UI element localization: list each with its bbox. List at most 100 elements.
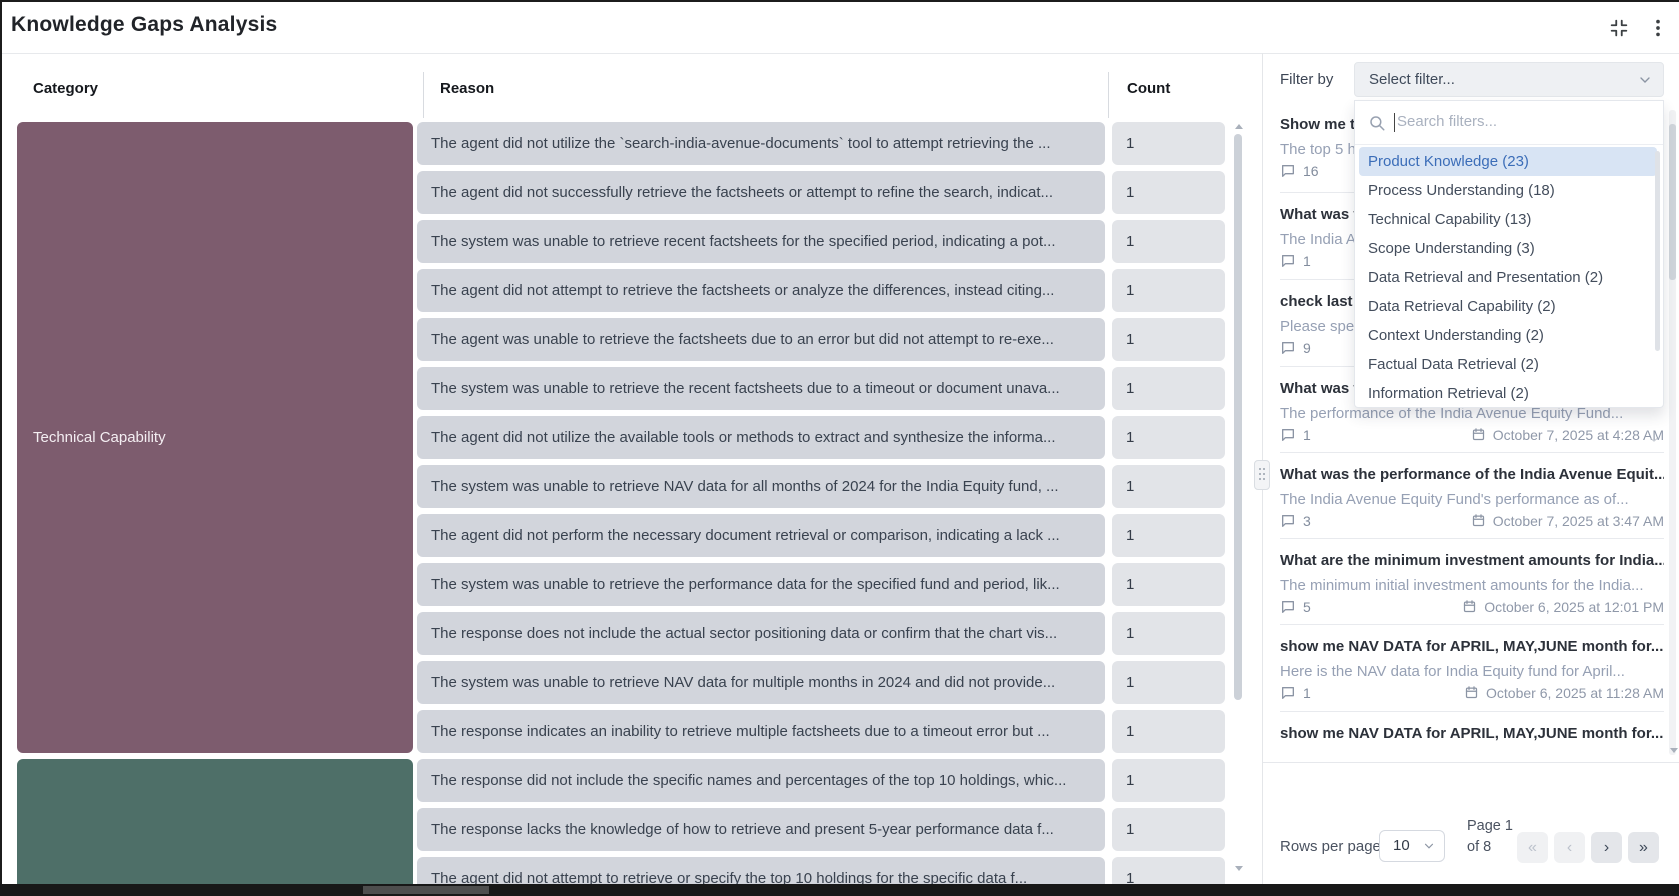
panel-resize-handle[interactable] <box>1254 460 1270 490</box>
count-cell[interactable]: 1 <box>1112 514 1225 557</box>
horizontal-scrollbar[interactable] <box>0 884 1679 896</box>
item-subtitle: Here is the NAV data for India Equity fu… <box>1280 663 1625 680</box>
list-item[interactable]: What was the performance of the India Av… <box>1280 460 1664 539</box>
search-icon <box>1368 114 1386 132</box>
category-cell[interactable] <box>17 759 413 896</box>
count-cell[interactable]: 1 <box>1112 661 1225 704</box>
filter-option[interactable]: Factual Data Retrieval (2) <box>1368 356 1539 373</box>
filter-option[interactable]: Information Retrieval (2) <box>1368 385 1529 402</box>
filter-option[interactable]: Technical Capability (13) <box>1368 211 1532 228</box>
category-cell[interactable]: Technical Capability <box>17 122 413 753</box>
item-title: What was t <box>1280 206 1359 223</box>
count-cell[interactable]: 1 <box>1112 759 1225 802</box>
count-cell[interactable]: 1 <box>1112 416 1225 459</box>
count-cell[interactable]: 1 <box>1112 122 1225 165</box>
chevron-down-icon <box>1422 839 1436 858</box>
list-item[interactable]: What are the minimum investment amounts … <box>1280 546 1664 625</box>
filter-option[interactable]: Context Understanding (2) <box>1368 327 1544 344</box>
filter-option[interactable]: Data Retrieval and Presentation (2) <box>1368 269 1604 286</box>
list-item[interactable]: show me NAV DATA for APRIL, MAY,JUNE mon… <box>1280 719 1664 762</box>
item-meta: 1 <box>1280 253 1664 273</box>
count-cell[interactable]: 1 <box>1112 318 1225 361</box>
column-divider <box>1108 72 1109 118</box>
window-left-edge <box>0 0 2 884</box>
reason-cell[interactable]: The agent did not attempt to retrieve th… <box>417 269 1105 312</box>
sidebar-scrollbar-thumb[interactable] <box>1669 124 1676 280</box>
reason-cell[interactable]: The response lacks the knowledge of how … <box>417 808 1105 851</box>
reason-cell[interactable]: The system was unable to retrieve NAV da… <box>417 661 1105 704</box>
count-cell[interactable]: 1 <box>1112 808 1225 851</box>
item-date: October 7, 2025 at 4:28 AM <box>1492 427 1664 443</box>
count-cell[interactable]: 1 <box>1112 710 1225 753</box>
dropdown-scrollbar-thumb[interactable] <box>1655 151 1660 351</box>
calendar-icon <box>1462 599 1478 615</box>
reason-cell[interactable]: The system was unable to retrieve recent… <box>417 220 1105 263</box>
comment-count: 1 <box>1303 685 1311 701</box>
horizontal-scrollbar-thumb[interactable] <box>363 886 489 894</box>
reason-cell[interactable]: The response indicates an inability to r… <box>417 710 1105 753</box>
filter-option[interactable]: Product Knowledge (23) <box>1359 147 1657 176</box>
comment-count: 5 <box>1303 599 1311 615</box>
reason-cell[interactable]: The system was unable to retrieve NAV da… <box>417 465 1105 508</box>
last-page-button[interactable]: » <box>1628 832 1659 863</box>
comment-count: 9 <box>1303 340 1311 356</box>
column-header-count: Count <box>1127 80 1171 97</box>
item-title: check last 3 <box>1280 293 1366 310</box>
reason-cell[interactable]: The response did not include the specifi… <box>417 759 1105 802</box>
sidebar-scrollbar[interactable] <box>1669 110 1676 755</box>
rows-per-page-label: Rows per page <box>1280 838 1381 855</box>
rows-per-page-value: 10 <box>1393 837 1410 854</box>
filter-select[interactable]: Select filter... <box>1354 62 1664 97</box>
item-title: show me NAV DATA for APRIL, MAY,JUNE mon… <box>1280 638 1664 655</box>
reason-cell[interactable]: The response does not include the actual… <box>417 612 1105 655</box>
category-label: Technical Capability <box>33 429 166 446</box>
filter-option[interactable]: Process Understanding (18) <box>1368 182 1555 199</box>
count-cell[interactable]: 1 <box>1112 367 1225 410</box>
item-meta: 16 <box>1280 163 1664 183</box>
search-placeholder: Search filters... <box>1397 113 1498 130</box>
count-cell[interactable]: 1 <box>1112 465 1225 508</box>
item-meta: 3 October 7, 2025 at 3:47 AM <box>1280 513 1664 533</box>
list-item[interactable]: What was t The performance of the India A… <box>1280 374 1664 453</box>
reason-cell[interactable]: The system was unable to retrieve the re… <box>417 367 1105 410</box>
page-indicator: Page 1 of 8 <box>1467 818 1513 855</box>
kebab-menu-icon[interactable] <box>1647 17 1671 41</box>
reason-cell[interactable]: The agent did not utilize the available … <box>417 416 1105 459</box>
next-page-button[interactable]: › <box>1591 832 1622 863</box>
pagination-bar <box>1263 762 1679 885</box>
count-cell[interactable]: 1 <box>1112 612 1225 655</box>
scroll-up-arrow-icon[interactable] <box>1235 124 1243 129</box>
reason-cell[interactable]: The agent did not utilize the `search-in… <box>417 122 1105 165</box>
sidebar-scroll-down-icon[interactable] <box>1670 748 1678 753</box>
scroll-down-arrow-icon[interactable] <box>1235 866 1243 871</box>
first-page-button: « <box>1517 832 1548 863</box>
comment-icon <box>1280 599 1296 615</box>
chevron-down-icon <box>1637 72 1653 93</box>
reason-cell[interactable]: The system was unable to retrieve the pe… <box>417 563 1105 606</box>
reason-cell[interactable]: The agent was unable to retrieve the fac… <box>417 318 1105 361</box>
table-scrollbar-thumb[interactable] <box>1234 134 1242 700</box>
filter-option[interactable]: Data Retrieval Capability (2) <box>1368 298 1556 315</box>
list-item[interactable]: show me NAV DATA for APRIL, MAY,JUNE mon… <box>1280 632 1664 712</box>
filter-option[interactable]: Scope Understanding (3) <box>1368 240 1535 257</box>
item-date: October 6, 2025 at 12:01 PM <box>1484 599 1664 615</box>
count-cell[interactable]: 1 <box>1112 269 1225 312</box>
reason-cell[interactable]: The agent did not successfully retrieve … <box>417 171 1105 214</box>
comment-icon <box>1280 253 1296 269</box>
column-divider <box>423 72 424 118</box>
count-cell[interactable]: 1 <box>1112 563 1225 606</box>
item-title: What was the performance of the India Av… <box>1280 466 1664 483</box>
rows-per-page-select[interactable]: 10 <box>1379 830 1445 862</box>
list-item[interactable]: What was t The India A 1 <box>1280 200 1664 280</box>
calendar-icon <box>1471 427 1487 443</box>
item-subtitle: Please spec <box>1280 318 1362 335</box>
count-cell[interactable]: 1 <box>1112 220 1225 263</box>
item-title: Show me th <box>1280 116 1365 133</box>
reason-cell[interactable]: The agent did not perform the necessary … <box>417 514 1105 557</box>
filter-select-value: Select filter... <box>1369 71 1455 88</box>
count-cell[interactable]: 1 <box>1112 171 1225 214</box>
collapse-fullscreen-icon[interactable] <box>1608 17 1632 41</box>
text-cursor <box>1394 113 1395 132</box>
filter-dropdown-panel: Search filters... Product Knowledge (23)… <box>1354 100 1664 408</box>
filter-search-input[interactable]: Search filters... <box>1355 101 1663 145</box>
